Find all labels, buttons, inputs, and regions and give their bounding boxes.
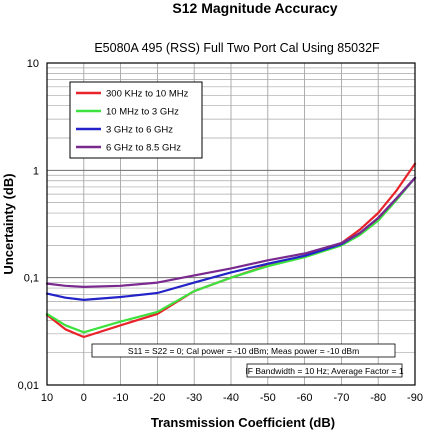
y-tick-labels: 0,01 0,1 1 10 bbox=[18, 58, 39, 392]
series-line-2 bbox=[45, 176, 417, 334]
x-tick-label: -40 bbox=[223, 392, 239, 404]
annotation-if-bandwidth-box bbox=[246, 363, 403, 378]
chart-title: S12 Magnitude Accuracy bbox=[172, 0, 337, 16]
annotation-conditions-box bbox=[91, 343, 396, 358]
y-tick-label: 10 bbox=[27, 58, 39, 70]
legend-label-1: 300 KHz to 10 MHz bbox=[106, 89, 189, 100]
legend-label-4: 6 GHz to 8.5 GHz bbox=[106, 143, 181, 154]
legend: 300 KHz to 10 MHz 10 MHz to 3 GHz 3 GHz to… bbox=[69, 81, 203, 159]
legend-box bbox=[69, 81, 203, 159]
x-tick-label: -50 bbox=[260, 392, 276, 404]
x-tick-labels: 10 0 -10 -20 -30 -40 -50 -60 -70 -80 -90 bbox=[41, 392, 423, 404]
series-line-4 bbox=[45, 176, 417, 288]
annotation-if-bandwidth: IF Bandwidth = 10 Hz; Average Factor = 1 bbox=[245, 363, 404, 378]
y-tick-label: 1 bbox=[33, 165, 39, 177]
x-tick-label: 10 bbox=[41, 392, 53, 404]
y-tick-label: 0,1 bbox=[24, 273, 39, 285]
annotation-if-bandwidth-text: IF Bandwidth = 10 Hz; Average Factor = 1 bbox=[245, 366, 403, 376]
x-tick-label: -70 bbox=[333, 392, 349, 404]
legend-label-3: 3 GHz to 6 GHz bbox=[106, 125, 173, 136]
x-tick-label: -30 bbox=[186, 392, 202, 404]
y-tick-label: 0,01 bbox=[18, 380, 39, 392]
x-axis-label: Transmission Coefficient (dB) bbox=[151, 415, 335, 430]
x-tick-label: -60 bbox=[297, 392, 313, 404]
legend-label-2: 10 MHz to 3 GHz bbox=[106, 107, 179, 118]
chart-subtitle: E5080A 495 (RSS) Full Two Port Cal Using… bbox=[94, 41, 380, 55]
x-tick-label: 0 bbox=[81, 392, 87, 404]
x-tick-label: -20 bbox=[149, 392, 165, 404]
plot-frame bbox=[46, 62, 416, 386]
x-tick-label: -10 bbox=[113, 392, 129, 404]
x-tick-label: -90 bbox=[407, 392, 423, 404]
x-tick-label: -80 bbox=[370, 392, 386, 404]
annotation-conditions-text: S11 = S22 = 0; Cal power = -10 dBm; Meas… bbox=[128, 346, 359, 356]
y-axis-label: Uncertainty (dB) bbox=[1, 173, 16, 274]
series-layer bbox=[45, 162, 417, 339]
annotation-conditions: S11 = S22 = 0; Cal power = -10 dBm; Meas… bbox=[91, 343, 396, 358]
